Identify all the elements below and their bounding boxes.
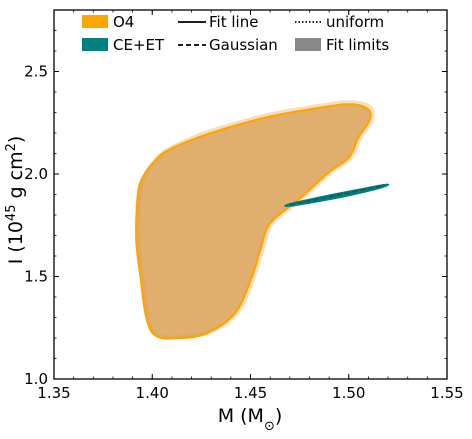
legend: O4 CE+ET Fit line Gaussian uniform Fit limits — [82, 13, 389, 54]
x-axis-title: M (M⊙) — [218, 405, 283, 434]
legend-item: O4 — [82, 13, 134, 31]
y-axis-title: I (1045 g cm2) — [4, 136, 28, 265]
o4-contour — [135, 103, 372, 340]
ce-et-gaussian-fit — [289, 184, 385, 206]
legend-label: Fit line — [209, 13, 258, 31]
legend-label: Fit limits — [326, 36, 389, 54]
x-tick-label: 1.35 — [37, 384, 70, 402]
y-tick-label: 1.0 — [24, 370, 48, 388]
legend-item: Fit line — [178, 13, 258, 31]
legend-swatch — [82, 38, 108, 51]
x-tick-label: 1.50 — [332, 384, 365, 402]
legend-label: O4 — [113, 13, 134, 31]
x-tick-label: 1.40 — [136, 384, 169, 402]
plot-content — [135, 100, 390, 340]
legend-item: Gaussian — [178, 36, 278, 54]
axis-ticks: 1.35 1.40 1.45 1.50 1.55 1.0 1.5 2.0 2.5 — [24, 9, 464, 402]
legend-swatch — [82, 15, 108, 28]
y-tick-label: 1.5 — [24, 268, 48, 286]
legend-swatch — [295, 38, 321, 51]
x-tick-label: 1.45 — [234, 384, 267, 402]
legend-item: Fit limits — [295, 36, 389, 54]
y-tick-label: 2.0 — [24, 165, 48, 183]
legend-label: uniform — [326, 13, 384, 31]
legend-label: CE+ET — [113, 36, 165, 54]
x-tick-label: 1.55 — [430, 384, 463, 402]
legend-item: CE+ET — [82, 36, 165, 54]
y-tick-label: 2.5 — [24, 63, 48, 81]
legend-item: uniform — [295, 13, 384, 31]
legend-label: Gaussian — [209, 36, 278, 54]
